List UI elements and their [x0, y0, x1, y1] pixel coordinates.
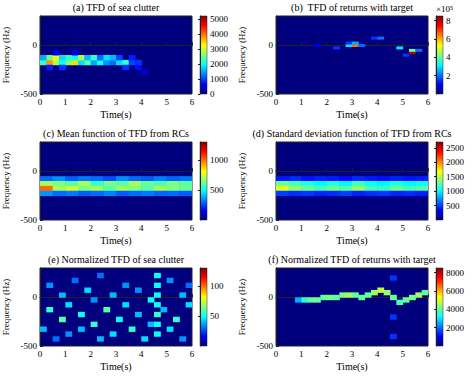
- svg-text:1: 1: [63, 97, 68, 107]
- svg-text:4000: 4000: [446, 304, 465, 314]
- svg-text:-500: -500: [21, 89, 38, 99]
- svg-text:0: 0: [38, 97, 43, 107]
- svg-text:1: 1: [63, 223, 68, 233]
- svg-text:4: 4: [375, 223, 380, 233]
- svg-text:3: 3: [114, 349, 119, 359]
- svg-text:4: 4: [446, 52, 451, 62]
- svg-text:2: 2: [324, 349, 329, 359]
- svg-text:Time(s): Time(s): [336, 361, 367, 373]
- svg-text:0: 0: [274, 349, 279, 359]
- svg-text:-500: -500: [257, 215, 274, 225]
- svg-text:1500: 1500: [446, 172, 465, 182]
- svg-text:1: 1: [299, 97, 304, 107]
- svg-text:2: 2: [88, 223, 93, 233]
- svg-text:(b) TFD of returns with targe: (b) TFD of returns with target: [291, 2, 413, 14]
- svg-text:500: 500: [210, 185, 224, 195]
- svg-text:0: 0: [274, 97, 279, 107]
- svg-text:-500: -500: [257, 89, 274, 99]
- svg-text:0: 0: [269, 40, 274, 50]
- svg-text:3: 3: [114, 97, 119, 107]
- svg-text:3: 3: [350, 97, 355, 107]
- svg-text:0: 0: [274, 223, 279, 233]
- svg-text:5: 5: [400, 97, 405, 107]
- svg-text:Time(s): Time(s): [100, 361, 131, 373]
- svg-text:Time(s): Time(s): [336, 109, 367, 121]
- svg-text:1: 1: [299, 223, 304, 233]
- svg-text:5: 5: [400, 349, 405, 359]
- svg-text:Frequency (Hz): Frequency (Hz): [237, 279, 247, 336]
- svg-text:0: 0: [33, 40, 38, 50]
- svg-text:6: 6: [426, 223, 431, 233]
- svg-text:5: 5: [164, 349, 169, 359]
- svg-text:4: 4: [139, 223, 144, 233]
- svg-text:4: 4: [375, 349, 380, 359]
- svg-text:1000: 1000: [446, 186, 465, 196]
- svg-text:(c) Mean function of TFD from: (c) Mean function of TFD from RCs: [43, 128, 189, 140]
- svg-text:8: 8: [446, 16, 451, 26]
- svg-text:4: 4: [139, 97, 144, 107]
- svg-text:0: 0: [269, 166, 274, 176]
- svg-text:6: 6: [426, 349, 431, 359]
- svg-text:1000: 1000: [210, 155, 229, 165]
- svg-text:0: 0: [269, 292, 274, 302]
- svg-text:3: 3: [114, 223, 119, 233]
- svg-text:0: 0: [210, 89, 215, 99]
- svg-text:Time(s): Time(s): [336, 235, 367, 247]
- svg-text:Time(s): Time(s): [100, 235, 131, 247]
- svg-text:1: 1: [299, 349, 304, 359]
- svg-text:3: 3: [350, 349, 355, 359]
- svg-text:-500: -500: [21, 341, 38, 351]
- svg-text:(f) Normalized TFD of returns: (f) Normalized TFD of returns with targe…: [268, 254, 436, 266]
- svg-text:5: 5: [400, 223, 405, 233]
- svg-text:5: 5: [164, 223, 169, 233]
- svg-text:Frequency (Hz): Frequency (Hz): [237, 27, 247, 84]
- svg-text:2: 2: [88, 97, 93, 107]
- svg-text:6: 6: [190, 223, 195, 233]
- svg-text:500: 500: [446, 201, 460, 211]
- svg-text:6: 6: [190, 97, 195, 107]
- svg-text:1: 1: [63, 349, 68, 359]
- svg-text:2: 2: [446, 71, 451, 81]
- svg-text:2000: 2000: [446, 157, 465, 167]
- svg-text:Frequency (Hz): Frequency (Hz): [237, 153, 247, 210]
- svg-text:50: 50: [210, 311, 220, 321]
- svg-text:5000: 5000: [210, 14, 229, 24]
- svg-text:-500: -500: [257, 341, 274, 351]
- svg-text:(a) TFD of sea clutter: (a) TFD of sea clutter: [73, 2, 160, 14]
- svg-text:1000: 1000: [210, 74, 229, 84]
- svg-text:Frequency (Hz): Frequency (Hz): [1, 153, 11, 210]
- svg-text:6: 6: [190, 349, 195, 359]
- svg-text:0: 0: [38, 349, 43, 359]
- svg-text:2: 2: [324, 223, 329, 233]
- svg-text:2: 2: [88, 349, 93, 359]
- svg-text:4: 4: [375, 97, 380, 107]
- svg-text:2000: 2000: [210, 59, 229, 69]
- svg-text:0: 0: [38, 223, 43, 233]
- svg-text:4000: 4000: [210, 29, 229, 39]
- svg-text:Time(s): Time(s): [100, 109, 131, 121]
- svg-text:6: 6: [426, 97, 431, 107]
- svg-text:(d) Standard deviation functio: (d) Standard deviation function of TFD f…: [253, 128, 452, 140]
- svg-text:2: 2: [324, 97, 329, 107]
- svg-text:Frequency (Hz): Frequency (Hz): [1, 279, 11, 336]
- svg-text:2500: 2500: [446, 143, 465, 153]
- svg-text:100: 100: [210, 281, 224, 291]
- svg-text:6000: 6000: [446, 286, 465, 296]
- svg-text:Frequency (Hz): Frequency (Hz): [1, 27, 11, 84]
- svg-text:0: 0: [33, 292, 38, 302]
- svg-text:0: 0: [33, 166, 38, 176]
- svg-text:6: 6: [446, 34, 451, 44]
- svg-text:3: 3: [350, 223, 355, 233]
- svg-text:2000: 2000: [446, 323, 465, 333]
- svg-text:(e) Normalized TFD of sea clut: (e) Normalized TFD of sea clutter: [48, 254, 185, 266]
- svg-text:5: 5: [164, 97, 169, 107]
- svg-text:4: 4: [139, 349, 144, 359]
- svg-text:3000: 3000: [210, 44, 229, 54]
- svg-text:-500: -500: [21, 215, 38, 225]
- svg-text:8000: 8000: [446, 268, 465, 278]
- svg-text:×10⁵: ×10⁵: [436, 4, 453, 14]
